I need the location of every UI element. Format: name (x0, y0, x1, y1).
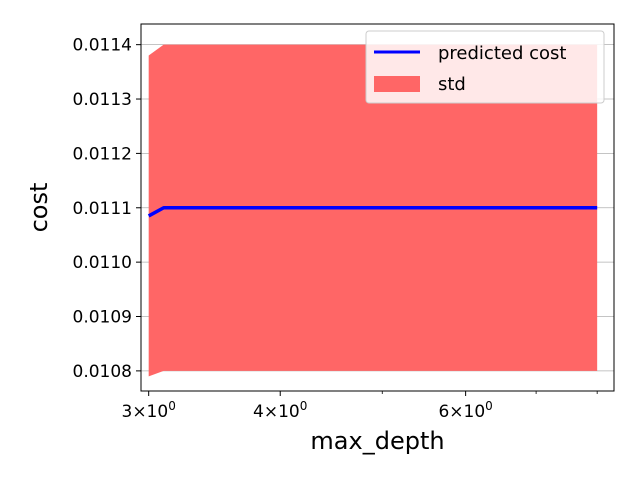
line-layer (147, 206, 598, 218)
legend-label-predicted-cost: predicted cost (438, 43, 566, 64)
y-tick-label: 0.0112 (73, 144, 132, 164)
predicted-cost-line (147, 206, 598, 218)
legend-label-std: std (438, 74, 466, 95)
x-tick-label: 6×100 (438, 399, 492, 422)
y-tick-label: 0.0113 (73, 90, 132, 110)
y-tick-label: 0.0108 (73, 362, 132, 382)
std-band (148, 44, 598, 377)
x-axis-label: max_depth (310, 427, 444, 455)
y-tick-label: 0.0114 (73, 36, 132, 56)
y-axis-label: cost (25, 183, 53, 233)
legend: predicted cost std (365, 30, 605, 104)
x-tick-label: 3×100 (122, 399, 176, 422)
y-tick-label: 0.0109 (73, 308, 132, 328)
y-tick-label: 0.0110 (73, 253, 132, 273)
x-tick-label: 4×100 (253, 399, 307, 422)
legend-box (365, 30, 605, 104)
tick-layer: 0.0108 0.0109 0.0110 0.0111 0.0112 0.0113 0.01… (73, 36, 598, 422)
y-tick-label: 0.0111 (73, 199, 132, 219)
legend-swatch-std (374, 76, 420, 92)
band-layer (148, 44, 598, 377)
